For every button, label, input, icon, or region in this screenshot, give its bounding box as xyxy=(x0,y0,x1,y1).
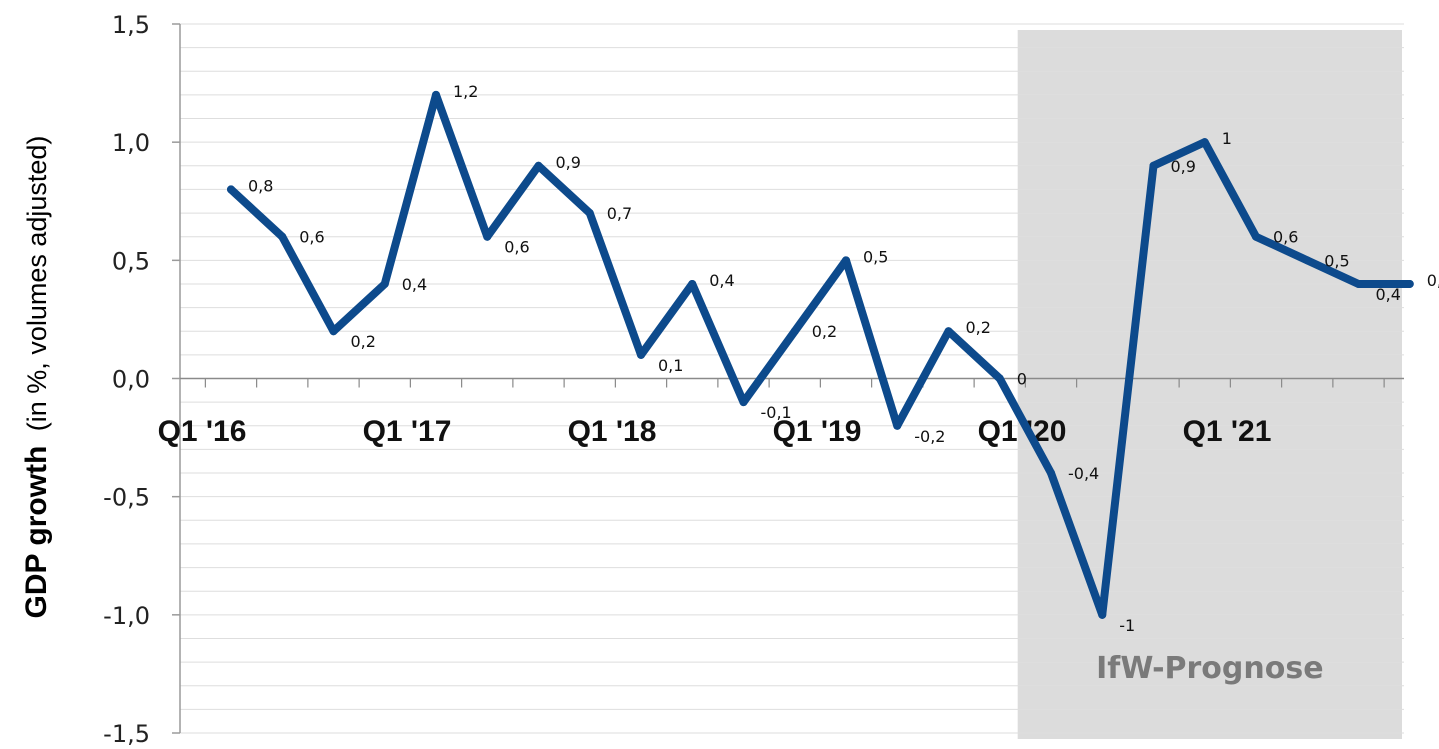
data-label: 0,5 xyxy=(1324,251,1349,270)
data-point xyxy=(842,256,850,265)
data-point xyxy=(534,161,543,170)
data-point xyxy=(739,398,748,407)
x-tick-labels: Q1 '16 Q1 '17 Q1 '18 Q1 '19 Q1 '20 Q1 '21 xyxy=(158,415,1272,448)
x-tick-label: Q1 '17 xyxy=(363,415,452,448)
data-point xyxy=(637,350,645,359)
data-label: 0,4 xyxy=(402,275,427,294)
x-tick-label: Q1 '19 xyxy=(773,415,862,448)
data-label: 0,9 xyxy=(1171,157,1196,176)
data-label: 0,6 xyxy=(299,228,324,247)
data-label: 0,4 xyxy=(1376,285,1401,304)
data-label: -0,4 xyxy=(1068,464,1099,483)
data-point xyxy=(995,374,1004,383)
data-point xyxy=(790,327,799,336)
data-point xyxy=(688,279,697,288)
y-tick-label: 1,5 xyxy=(112,11,150,39)
data-label: 0,1 xyxy=(658,356,683,375)
y-tick-label: 0,5 xyxy=(112,247,150,275)
data-point xyxy=(483,232,492,241)
data-point xyxy=(1200,138,1209,147)
y-tick-labels: 1,5 1,0 0,5 0,0 -0,5 -1,0 -1,5 xyxy=(103,11,150,748)
data-label: 0,6 xyxy=(504,238,529,257)
data-label: 0,2 xyxy=(966,318,991,337)
data-point xyxy=(278,232,287,241)
data-point xyxy=(944,327,953,336)
data-label: 0,5 xyxy=(863,247,888,266)
y-tick-label: 0,0 xyxy=(112,366,150,394)
data-point xyxy=(1354,279,1363,288)
data-point xyxy=(1047,469,1055,478)
data-point xyxy=(1303,256,1312,265)
data-label: 0,2 xyxy=(812,322,837,341)
y-axis-title-bold: GDP growth xyxy=(20,446,53,619)
y-axis-title: GDP growth (in %, volumes adjusted) xyxy=(20,136,53,619)
data-label: 0,6 xyxy=(1273,228,1298,247)
data-point xyxy=(380,279,389,288)
data-label: 1 xyxy=(1222,129,1232,148)
data-point xyxy=(1149,161,1158,170)
forecast-shading xyxy=(1017,30,1402,739)
data-label: 0,4 xyxy=(709,271,734,290)
data-point xyxy=(432,90,440,99)
data-label: 1,2 xyxy=(453,82,478,101)
data-label: 0,4 xyxy=(1427,271,1439,290)
data-labels: 0,8 0,6 0,2 0,4 1,2 0,6 0,9 0,7 0,1 0,4 -0,1 0,2 0,5… xyxy=(248,82,1439,635)
data-point xyxy=(1405,279,1414,288)
y-tick-label: -1,0 xyxy=(103,602,150,630)
series-line xyxy=(227,90,1414,619)
data-point xyxy=(585,209,594,218)
y-tick-label: -0,5 xyxy=(103,484,150,512)
data-label: 0,9 xyxy=(556,153,581,172)
x-tick-label: Q1 '16 xyxy=(158,415,247,448)
y-tick-label: -1,5 xyxy=(103,720,150,748)
data-point xyxy=(1098,610,1107,619)
data-label: 0,2 xyxy=(351,332,376,351)
data-label: -0,1 xyxy=(761,403,792,422)
data-point xyxy=(227,185,235,194)
axes xyxy=(172,23,1404,734)
data-point xyxy=(1252,232,1260,241)
x-tick-label: Q1 '21 xyxy=(1183,415,1272,448)
data-label: 0,8 xyxy=(248,176,273,195)
data-label: 0,7 xyxy=(607,204,632,223)
forecast-label: IfW-Prognose xyxy=(1096,651,1323,686)
x-tick-label: Q1 '18 xyxy=(568,415,657,448)
forecast-region xyxy=(1017,30,1402,739)
y-axis-title-rest: (in %, volumes adjusted) xyxy=(22,136,52,432)
series-line-gdp xyxy=(227,90,1414,619)
data-point xyxy=(893,421,902,430)
y-tick-label: 1,0 xyxy=(112,129,150,157)
data-label: -1 xyxy=(1119,616,1135,635)
data-label: 0 xyxy=(1017,370,1027,389)
data-point xyxy=(329,327,338,336)
data-label: -0,2 xyxy=(914,427,945,446)
